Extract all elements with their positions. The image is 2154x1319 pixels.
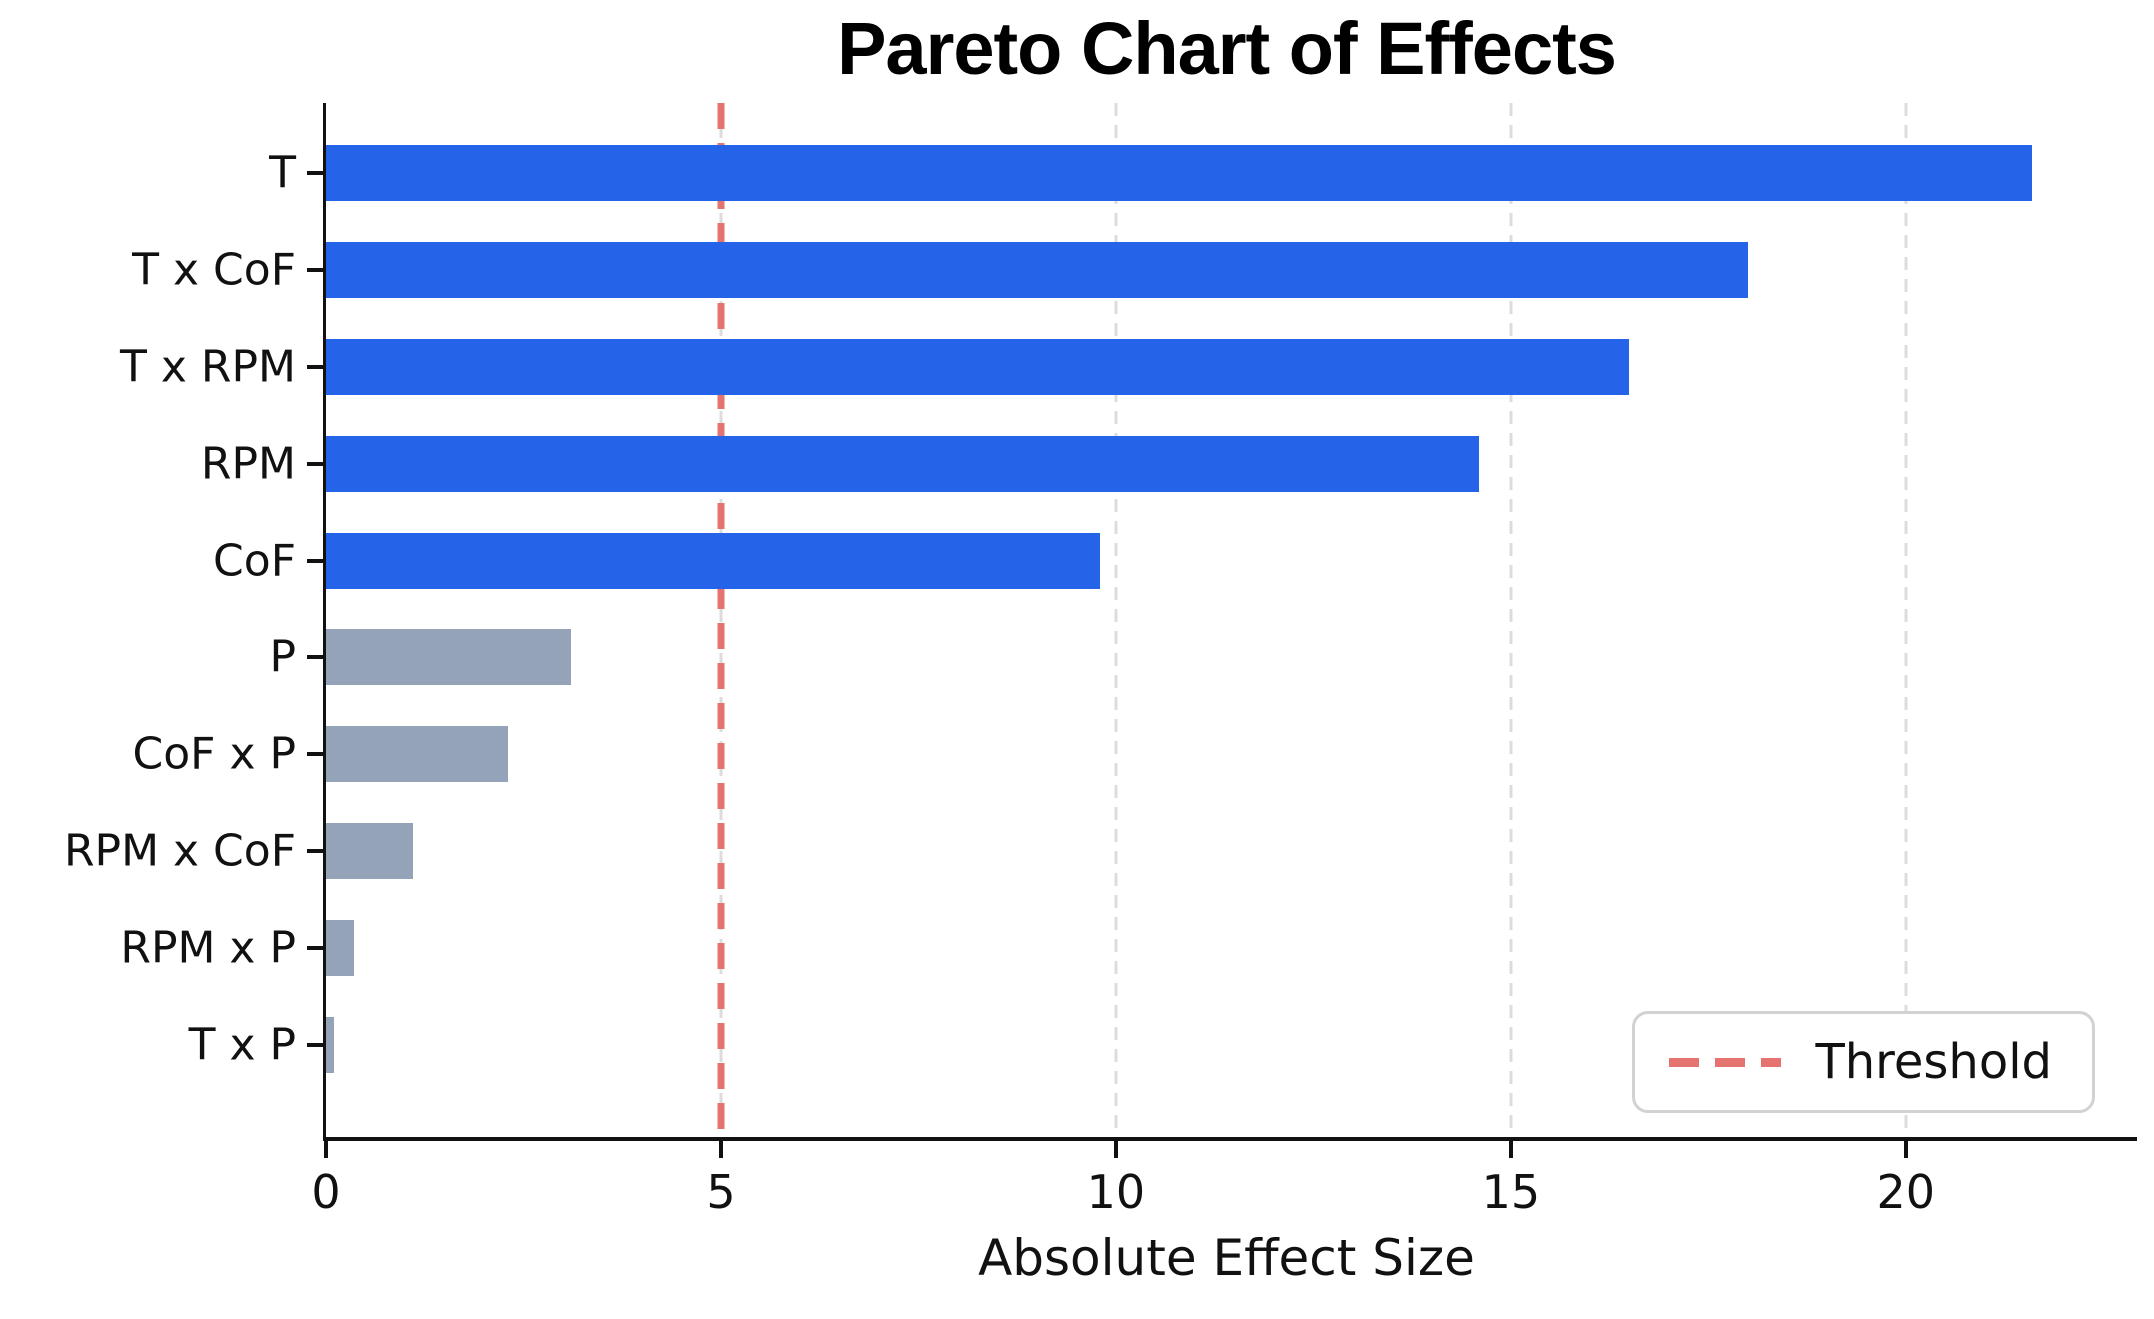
bar xyxy=(326,726,508,783)
gridline xyxy=(1114,103,1118,1137)
y-tick-mark xyxy=(307,268,323,273)
y-tick-mark xyxy=(307,558,323,563)
y-tick-label: RPM xyxy=(200,438,296,490)
legend-threshold-dash-icon xyxy=(1669,1057,1782,1067)
x-tick-mark xyxy=(718,1141,723,1158)
bar xyxy=(326,435,1480,492)
x-tick-mark xyxy=(324,1141,328,1158)
y-tick-mark xyxy=(307,1042,323,1047)
bar-row: RPM xyxy=(201,415,2127,512)
x-tick-label: 10 xyxy=(1086,1165,1146,1219)
y-axis-spine xyxy=(323,103,326,1141)
bar xyxy=(326,1016,334,1073)
y-tick-mark xyxy=(307,461,323,466)
bar-row: T x CoF xyxy=(132,222,2127,319)
y-tick-label: T xyxy=(269,147,296,199)
gridline xyxy=(1904,103,1908,1137)
bar-row: RPM x CoF xyxy=(64,803,2127,900)
bar-row: T x RPM xyxy=(120,319,2127,416)
y-tick-mark xyxy=(307,848,323,853)
y-tick-label: RPM x CoF xyxy=(63,825,296,877)
x-axis-spine xyxy=(323,1137,2137,1141)
threshold-line xyxy=(717,103,725,1137)
legend-label: Threshold xyxy=(1815,1034,2052,1090)
y-tick-label: CoF x P xyxy=(132,728,297,780)
bar xyxy=(326,629,571,686)
x-tick-label: 15 xyxy=(1481,1165,1541,1219)
gridline xyxy=(1509,103,1513,1137)
bar xyxy=(326,145,2033,202)
x-tick-label: 20 xyxy=(1876,1165,1936,1219)
bar xyxy=(326,338,1630,395)
chart-title: Pareto Chart of Effects xyxy=(837,7,1617,90)
bar-row: T xyxy=(269,125,2127,222)
y-tick-label: T x RPM xyxy=(120,341,296,393)
bar xyxy=(326,919,354,976)
bar xyxy=(326,822,413,879)
y-tick-label: T x CoF xyxy=(132,244,296,296)
legend: Threshold xyxy=(1632,1011,2095,1113)
y-tick-mark xyxy=(307,171,323,176)
y-tick-label: T x P xyxy=(188,1019,296,1071)
plot-area: T T x CoF T x RPM RPM CoF P CoF x P RPM x CoF RP… xyxy=(64,103,2137,1287)
y-tick-mark xyxy=(307,752,323,757)
bar-row: P xyxy=(269,609,2127,706)
x-tick-label: 5 xyxy=(706,1165,736,1219)
x-tick-label: 0 xyxy=(311,1165,341,1219)
y-tick-mark xyxy=(307,945,323,950)
bar-row: CoF xyxy=(213,512,2127,609)
x-tick-mark xyxy=(1903,1141,1908,1158)
x-tick-mark xyxy=(1508,1141,1513,1158)
y-tick-label: P xyxy=(269,631,296,683)
y-tick-mark xyxy=(307,364,323,369)
y-tick-label: RPM x P xyxy=(120,922,296,974)
bars-container: T T x CoF T x RPM RPM CoF P CoF x P RPM x CoF RP… xyxy=(64,125,2127,1093)
y-tick-mark xyxy=(307,655,323,660)
x-tick-mark xyxy=(1113,1141,1118,1158)
bar xyxy=(326,242,1748,299)
y-tick-label: CoF xyxy=(213,535,296,587)
bar xyxy=(326,532,1101,589)
x-axis-label: Absolute Effect Size xyxy=(978,1229,1475,1287)
bar-row: T x P xyxy=(189,996,2127,1093)
bar-row: RPM x P xyxy=(120,899,2127,996)
bar-row: CoF x P xyxy=(133,706,2127,803)
